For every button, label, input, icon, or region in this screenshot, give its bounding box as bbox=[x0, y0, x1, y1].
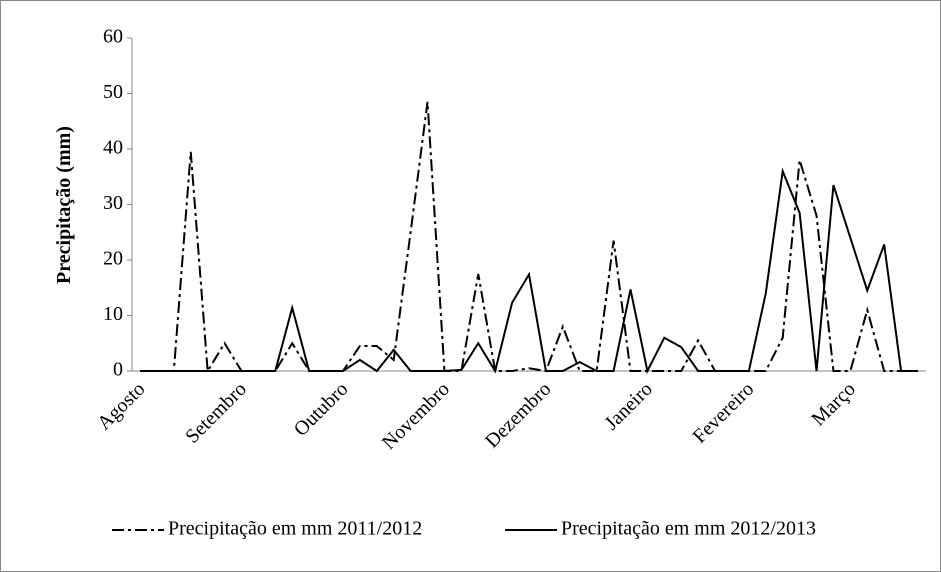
y-tick-label: 50 bbox=[103, 81, 123, 103]
y-tick-label: 30 bbox=[103, 192, 123, 214]
y-tick-label: 40 bbox=[103, 137, 123, 159]
legend-label: Precipitação em mm 2011/2012 bbox=[168, 518, 422, 540]
y-tick-label: 0 bbox=[113, 359, 123, 381]
line-series bbox=[140, 167, 918, 374]
legend-label: Precipitação em mm 2012/2013 bbox=[561, 518, 816, 540]
y-tick-label: 60 bbox=[103, 26, 123, 48]
y-tick-label: 10 bbox=[103, 303, 123, 325]
y-tick-label: 20 bbox=[103, 248, 123, 270]
line-series bbox=[140, 101, 918, 375]
y-axis-label: Precipitação (mm) bbox=[53, 126, 75, 284]
